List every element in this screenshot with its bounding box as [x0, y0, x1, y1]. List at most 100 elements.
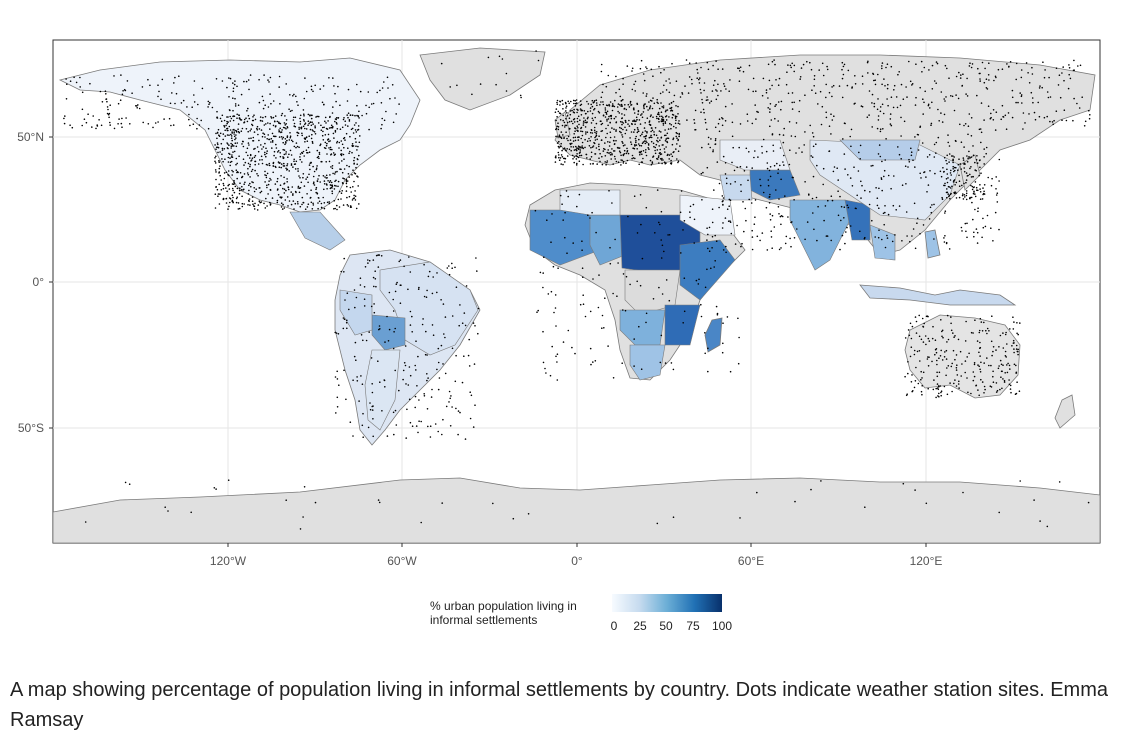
station-dot — [342, 153, 345, 156]
station-dot — [745, 166, 748, 168]
station-dot — [688, 76, 691, 78]
station-dot — [318, 151, 321, 154]
station-dot — [625, 152, 628, 155]
station-dot — [723, 85, 726, 87]
station-dot — [650, 140, 653, 143]
station-dot — [952, 165, 954, 168]
station-dot — [672, 516, 675, 518]
station-dot — [956, 364, 958, 367]
station-dot — [950, 365, 953, 368]
station-dot — [596, 138, 598, 141]
station-dot — [935, 387, 937, 390]
station-dot — [1022, 112, 1025, 114]
station-dot — [374, 278, 377, 280]
station-dot — [282, 148, 285, 151]
station-dot — [641, 153, 643, 155]
station-dot — [811, 197, 814, 200]
station-dot — [615, 121, 618, 123]
station-dot — [711, 221, 714, 224]
station-dot — [260, 201, 263, 203]
station-dot — [720, 90, 722, 92]
station-dot — [238, 207, 241, 210]
station-dot — [281, 112, 284, 115]
station-dot — [620, 164, 622, 166]
station-dot — [297, 168, 299, 170]
station-dot — [881, 189, 883, 192]
station-dot — [230, 137, 233, 139]
station-dot — [1037, 101, 1039, 104]
station-dot — [285, 151, 288, 153]
station-dot — [437, 388, 440, 391]
station-dot — [375, 254, 378, 257]
station-dot — [605, 85, 608, 88]
station-dot — [290, 163, 293, 165]
station-dot — [669, 122, 671, 125]
station-dot — [309, 168, 311, 171]
station-dot — [602, 114, 605, 116]
station-dot — [288, 153, 290, 156]
station-dot — [316, 180, 319, 182]
station-dot — [906, 393, 908, 396]
station-dot — [274, 183, 277, 185]
station-dot — [655, 143, 658, 146]
station-dot — [630, 143, 633, 146]
station-dot — [681, 92, 683, 94]
station-dot — [344, 299, 346, 301]
station-dot — [618, 88, 621, 91]
station-dot — [802, 63, 805, 66]
station-dot — [707, 68, 710, 71]
station-dot — [409, 374, 412, 377]
station-dot — [946, 367, 948, 369]
station-dot — [785, 83, 788, 86]
station-dot — [891, 240, 894, 243]
station-dot — [346, 180, 349, 182]
station-dot — [1019, 480, 1021, 482]
station-dot — [609, 101, 612, 103]
station-dot — [306, 140, 309, 142]
station-dot — [716, 312, 719, 315]
station-dot — [922, 341, 925, 343]
station-dot — [655, 115, 658, 118]
station-dot — [465, 285, 468, 287]
station-dot — [264, 174, 266, 176]
station-dot — [648, 107, 651, 110]
station-dot — [324, 176, 326, 178]
station-dot — [108, 112, 111, 115]
station-dot — [1017, 353, 1019, 356]
station-dot — [336, 142, 338, 144]
station-dot — [978, 365, 980, 368]
station-dot — [627, 152, 630, 155]
station-dot — [255, 127, 258, 130]
station-dot — [567, 100, 569, 103]
station-dot — [215, 186, 217, 188]
station-dot — [990, 227, 992, 229]
station-dot — [598, 143, 600, 146]
station-dot — [370, 103, 373, 105]
station-dot — [215, 146, 218, 149]
station-dot — [534, 209, 537, 212]
station-dot — [226, 122, 228, 125]
station-dot — [351, 151, 353, 154]
station-dot — [858, 151, 860, 154]
station-dot — [919, 360, 921, 362]
station-dot — [992, 381, 995, 384]
station-dot — [437, 361, 440, 364]
station-dot — [612, 292, 614, 295]
station-dot — [658, 130, 661, 132]
station-dot — [334, 173, 336, 175]
station-dot — [672, 368, 675, 371]
station-dot — [1008, 66, 1010, 68]
station-dot — [909, 322, 912, 325]
station-dot — [248, 189, 250, 192]
station-dot — [368, 128, 370, 131]
station-dot — [628, 106, 631, 108]
station-dot — [985, 152, 987, 155]
station-dot — [122, 90, 124, 92]
station-dot — [271, 141, 274, 143]
station-dot — [645, 312, 648, 315]
station-dot — [756, 235, 759, 238]
station-dot — [798, 147, 800, 149]
station-dot — [608, 190, 610, 192]
station-dot — [699, 77, 701, 79]
station-dot — [983, 184, 986, 186]
